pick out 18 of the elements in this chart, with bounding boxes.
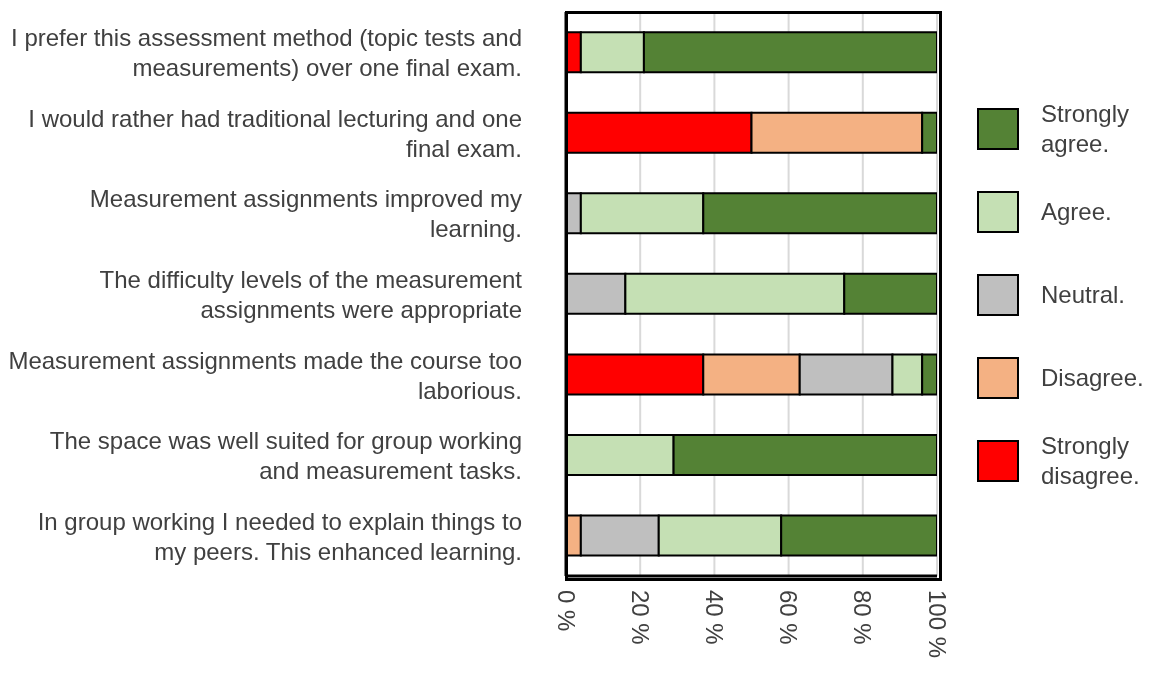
x-tick-label: 40 % <box>700 590 728 645</box>
x-tick-label: 0 % <box>552 590 580 632</box>
legend-label: Neutral. <box>1041 279 1127 310</box>
y-tick-label: I prefer this assessment method (topic tests and measurements) over one final exam. <box>11 23 522 81</box>
legend-label: Agree. <box>1041 196 1113 227</box>
y-tick-label: The space was well suited for group working and measurement tasks. <box>49 426 522 484</box>
y-tick-label: Measurement assignments made the course too laborious. <box>8 346 522 404</box>
legend-label: Disagree. <box>1041 362 1145 393</box>
x-tick-label: 100 % <box>923 590 951 659</box>
x-tick-label: 80 % <box>849 590 877 645</box>
x-tick-label: 20 % <box>626 590 654 645</box>
y-tick-label: Measurement assignments improved my learning. <box>89 184 522 242</box>
y-tick-label: In group working I needed to explain things to my peers. This enhanced learning. <box>37 507 522 565</box>
legend-label: Strongly agree. <box>1041 98 1131 159</box>
y-tick-label: The difficulty levels of the measurement assignments were appropriate <box>99 265 523 323</box>
x-tick-label: 60 % <box>775 590 803 645</box>
legend-label: Strongly disagree. <box>1041 430 1141 491</box>
y-tick-label: I would rather had traditional lecturing and one final exam. <box>28 104 522 162</box>
